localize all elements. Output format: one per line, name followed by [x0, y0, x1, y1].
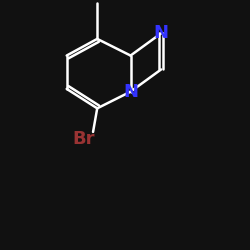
Text: N: N — [154, 24, 168, 42]
Text: N: N — [123, 83, 138, 101]
Text: Br: Br — [72, 130, 94, 148]
